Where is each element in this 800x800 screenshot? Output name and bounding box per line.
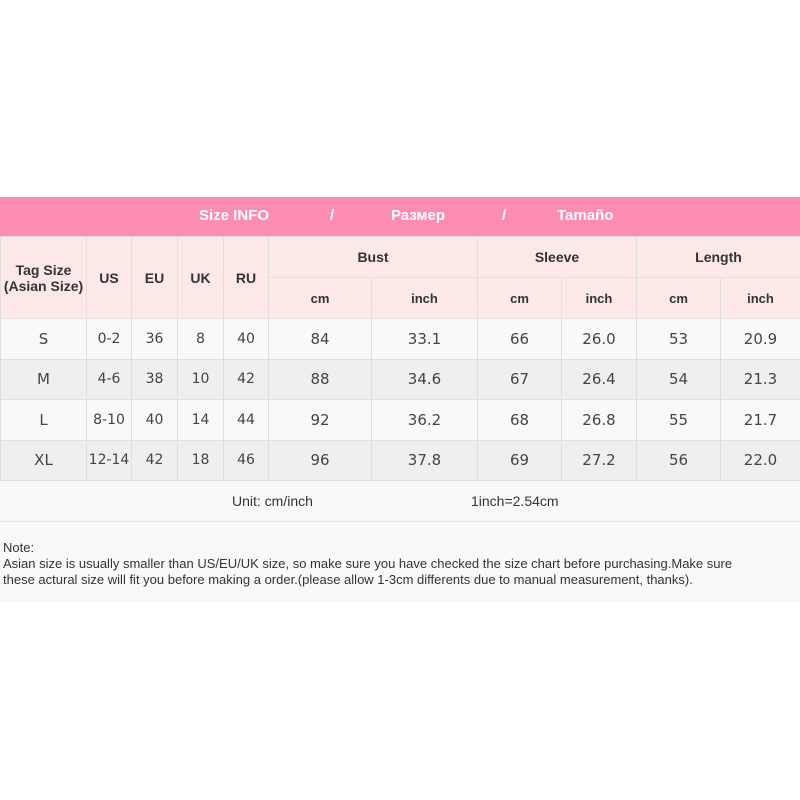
cell-sleeve-cm: 66 bbox=[477, 318, 562, 360]
cell-length-in: 22.0 bbox=[720, 439, 800, 481]
cell-bust-in: 37.8 bbox=[371, 439, 478, 481]
cell-bust-in: 34.6 bbox=[371, 358, 478, 400]
cell-eu: 38 bbox=[131, 358, 178, 400]
cell-length-in: 21.7 bbox=[720, 399, 800, 441]
cell-length-in: 21.3 bbox=[720, 358, 800, 400]
header-length-cm: cm bbox=[636, 277, 721, 319]
cell-ru: 46 bbox=[223, 439, 269, 481]
cell-tag: S bbox=[0, 318, 87, 360]
header-sleeve-inch: inch bbox=[561, 277, 637, 319]
note-line: these actural size will fit you before m… bbox=[3, 572, 693, 587]
banner-separator: / bbox=[330, 207, 335, 224]
cell-sleeve-in: 26.0 bbox=[561, 318, 637, 360]
cell-tag: L bbox=[0, 399, 87, 441]
cell-bust-in: 33.1 bbox=[371, 318, 478, 360]
cell-eu: 36 bbox=[131, 318, 178, 360]
cell-sleeve-cm: 68 bbox=[477, 399, 562, 441]
cell-ru: 40 bbox=[223, 318, 269, 360]
size-info-banner: Size INFO / Размер / Tamaño bbox=[0, 197, 800, 236]
cell-length-cm: 55 bbox=[636, 399, 721, 441]
unit-conversion: 1inch=2.54cm bbox=[471, 493, 559, 509]
cell-length-cm: 53 bbox=[636, 318, 721, 360]
cell-bust-cm: 88 bbox=[268, 358, 372, 400]
size-chart-table: Tag Size (Asian Size) US EU UK RU Bust Sl… bbox=[0, 236, 800, 481]
banner-title-ru: Размер bbox=[391, 207, 446, 224]
cell-us: 12-14 bbox=[86, 439, 132, 481]
cell-tag: M bbox=[0, 358, 87, 400]
cell-sleeve-in: 26.8 bbox=[561, 399, 637, 441]
header-bust: Bust bbox=[268, 236, 478, 278]
header-length-inch: inch bbox=[720, 277, 800, 319]
cell-ru: 42 bbox=[223, 358, 269, 400]
note-section: Note: Asian size is usually smaller than… bbox=[0, 522, 800, 603]
cell-ru: 44 bbox=[223, 399, 269, 441]
cell-us: 4-6 bbox=[86, 358, 132, 400]
header-uk: UK bbox=[177, 236, 224, 319]
cell-bust-cm: 92 bbox=[268, 399, 372, 441]
table-row: M 4-6 38 10 42 88 34.6 67 26.4 54 21.3 bbox=[0, 358, 800, 400]
cell-bust-in: 36.2 bbox=[371, 399, 478, 441]
unit-row: Unit: cm/inch 1inch=2.54cm bbox=[0, 480, 800, 523]
cell-sleeve-cm: 67 bbox=[477, 358, 562, 400]
cell-sleeve-in: 26.4 bbox=[561, 358, 637, 400]
cell-uk: 8 bbox=[177, 318, 224, 360]
banner-title-en: Size INFO bbox=[199, 207, 270, 224]
banner-separator: / bbox=[502, 207, 507, 224]
header-sleeve-cm: cm bbox=[477, 277, 562, 319]
cell-uk: 18 bbox=[177, 439, 224, 481]
cell-sleeve-in: 27.2 bbox=[561, 439, 637, 481]
header-sleeve: Sleeve bbox=[477, 236, 637, 278]
header-us: US bbox=[86, 236, 132, 319]
cell-bust-cm: 96 bbox=[268, 439, 372, 481]
header-ru: RU bbox=[223, 236, 269, 319]
banner-title-es: Tamaño bbox=[557, 207, 614, 224]
cell-eu: 42 bbox=[131, 439, 178, 481]
cell-us: 8-10 bbox=[86, 399, 132, 441]
unit-label: Unit: cm/inch bbox=[232, 493, 313, 509]
cell-uk: 14 bbox=[177, 399, 224, 441]
cell-length-cm: 54 bbox=[636, 358, 721, 400]
header-length: Length bbox=[636, 236, 800, 278]
note-line: Asian size is usually smaller than US/EU… bbox=[3, 556, 733, 571]
cell-eu: 40 bbox=[131, 399, 178, 441]
header-bust-cm: cm bbox=[268, 277, 372, 319]
table-row: L 8-10 40 14 44 92 36.2 68 26.8 55 21.7 bbox=[0, 399, 800, 441]
cell-uk: 10 bbox=[177, 358, 224, 400]
cell-length-cm: 56 bbox=[636, 439, 721, 481]
cell-bust-cm: 84 bbox=[268, 318, 372, 360]
header-eu: EU bbox=[131, 236, 178, 319]
header-tag-size: Tag Size (Asian Size) bbox=[0, 236, 87, 319]
table-row: XL 12-14 42 18 46 96 37.8 69 27.2 56 22.0 bbox=[0, 439, 800, 481]
table-row: S 0-2 36 8 40 84 33.1 66 26.0 53 20.9 bbox=[0, 318, 800, 360]
cell-sleeve-cm: 69 bbox=[477, 439, 562, 481]
cell-length-in: 20.9 bbox=[720, 318, 800, 360]
cell-us: 0-2 bbox=[86, 318, 132, 360]
note-heading: Note: bbox=[3, 540, 35, 555]
cell-tag: XL bbox=[0, 439, 87, 481]
header-bust-inch: inch bbox=[371, 277, 478, 319]
